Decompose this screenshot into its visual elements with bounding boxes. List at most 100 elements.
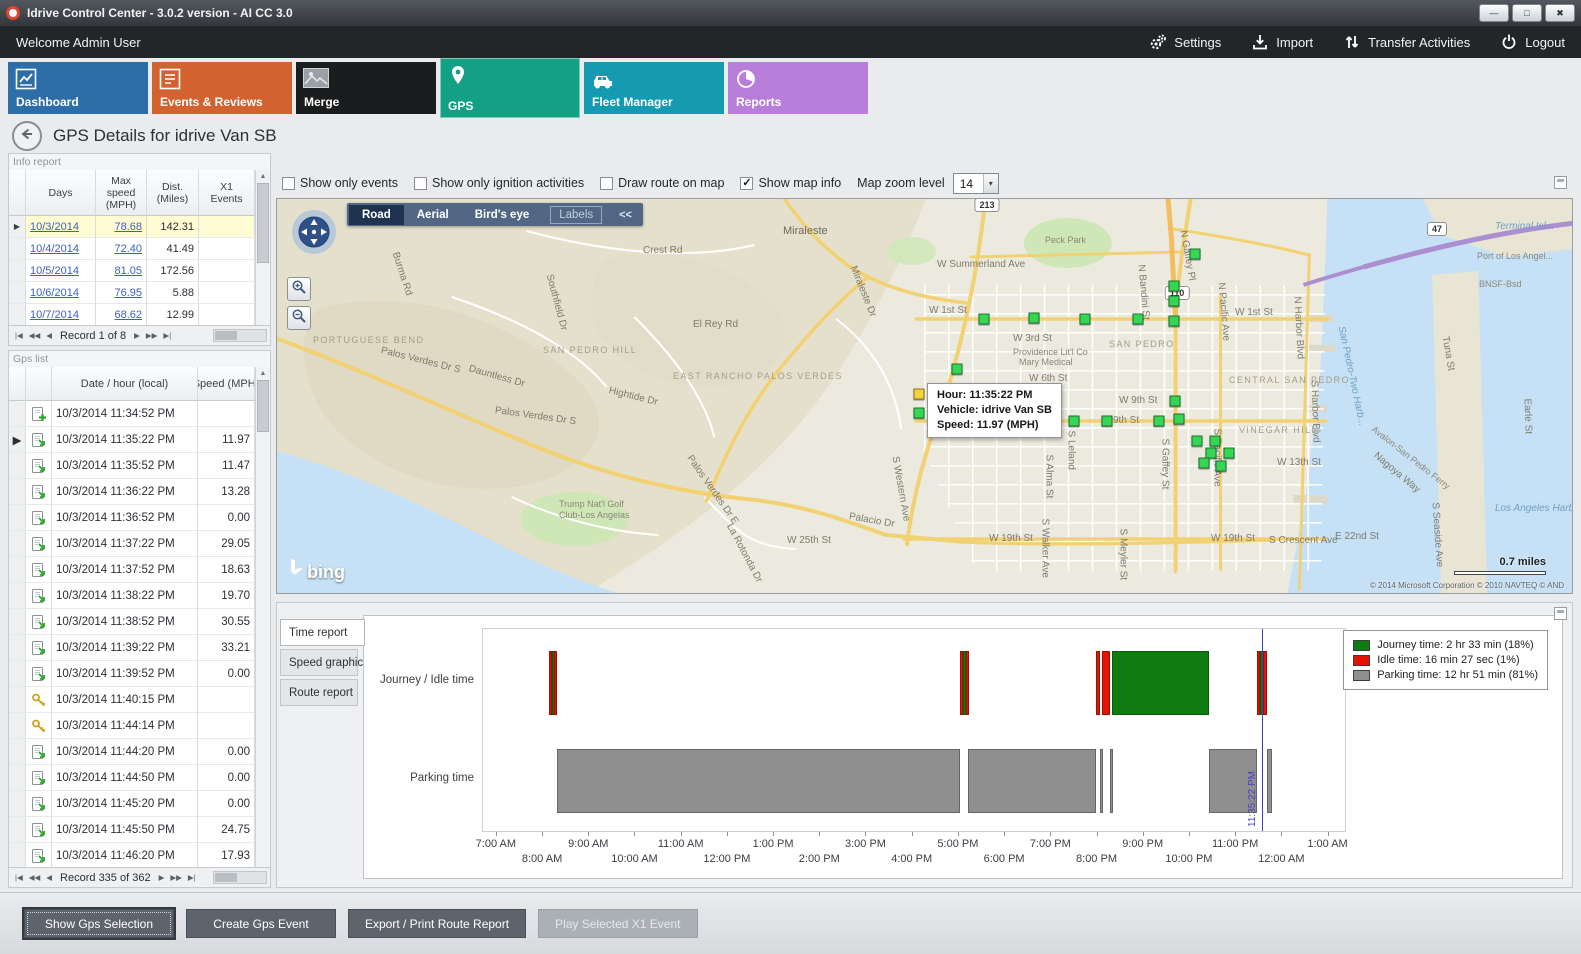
gps-marker[interactable]: [1209, 435, 1221, 447]
menu-item-transfer-activities[interactable]: Transfer Activities: [1343, 33, 1470, 51]
gps-table-row[interactable]: 10/3/2014 11:45:20 PM 0.00: [9, 791, 255, 817]
gps-table-row[interactable]: 10/3/2014 11:44:14 PM: [9, 713, 255, 739]
back-button[interactable]: [12, 121, 42, 151]
gps-marker[interactable]: [1168, 295, 1180, 307]
nav-prev-button[interactable]: ◀: [46, 331, 53, 340]
checkbox-show-only-events[interactable]: Show only events: [282, 176, 398, 190]
play-selected-x1-event-button[interactable]: Play Selected X1 Event: [538, 909, 698, 938]
gps-table-row[interactable]: 10/3/2014 11:46:20 PM 17.93: [9, 843, 255, 867]
tab-events-reviews[interactable]: Events & Reviews: [152, 62, 292, 114]
maximize-button[interactable]: □: [1512, 4, 1542, 22]
map-compass-control[interactable]: [291, 209, 337, 260]
gps-marker[interactable]: [1223, 447, 1235, 459]
gps-table-row[interactable]: 10/3/2014 11:38:22 PM 19.70: [9, 583, 255, 609]
gps-marker[interactable]: [1168, 280, 1180, 292]
map-zoom-out-button[interactable]: [287, 306, 311, 330]
day-link[interactable]: 10/3/2014: [26, 216, 96, 238]
nav-first-button[interactable]: |◀: [15, 873, 23, 882]
map-view-labels-button[interactable]: Labels: [550, 205, 603, 224]
tab-reports[interactable]: Reports: [728, 62, 868, 114]
info-table-row[interactable]: 10/7/2014 68.62 12.99: [9, 304, 255, 325]
column-header-1[interactable]: Max speed (MPH): [96, 170, 147, 216]
gps-marker[interactable]: [1101, 415, 1113, 427]
scrollbar-track[interactable]: [257, 183, 269, 312]
export-print-route-report-button[interactable]: Export / Print Route Report: [348, 909, 527, 938]
scroll-up-icon[interactable]: ▲: [259, 173, 267, 180]
info-table-row[interactable]: 10/4/2014 72.40 41.49: [9, 238, 255, 260]
nav-last-button[interactable]: ▶|: [163, 331, 172, 340]
menu-item-logout[interactable]: Logout: [1500, 33, 1565, 51]
scroll-up-icon[interactable]: ▲: [259, 370, 267, 377]
gps-marker[interactable]: [1068, 415, 1080, 427]
nav-last-button[interactable]: ▶|: [187, 873, 196, 882]
scrollbar-track[interactable]: [257, 380, 269, 854]
column-header-2[interactable]: Dist. (Miles): [147, 170, 199, 216]
gps-table-row[interactable]: 10/3/2014 11:37:52 PM 18.63: [9, 557, 255, 583]
gps-marker[interactable]: [1189, 248, 1201, 260]
create-gps-event-button[interactable]: Create Gps Event: [186, 909, 336, 938]
menu-item-import[interactable]: Import: [1251, 33, 1313, 51]
gps-marker[interactable]: [1215, 460, 1227, 472]
gps-table-row[interactable]: 10/3/2014 11:39:22 PM 33.21: [9, 635, 255, 661]
gps-table-row[interactable]: 10/3/2014 11:40:15 PM: [9, 687, 255, 713]
map-panel-collapse-button[interactable]: [1554, 176, 1567, 189]
gps-table-row[interactable]: 10/3/2014 11:45:50 PM 24.75: [9, 817, 255, 843]
checkbox-draw-route-on-map[interactable]: Draw route on map: [600, 176, 724, 190]
nav-prev-button[interactable]: ◀: [46, 873, 53, 882]
tab-gps[interactable]: GPS: [440, 58, 580, 118]
nav-next-page-button[interactable]: ▶▶: [145, 331, 158, 340]
tab-merge[interactable]: Merge: [296, 62, 436, 114]
gps-table-row[interactable]: 10/3/2014 11:44:20 PM 0.00: [9, 739, 255, 765]
max-speed-link[interactable]: 81.05: [96, 260, 147, 282]
info-table-row[interactable]: 10/5/2014 81.05 172.56: [9, 260, 255, 282]
show-gps-selection-button[interactable]: Show Gps Selection: [24, 909, 174, 938]
map-view-aerial-button[interactable]: Aerial: [416, 208, 449, 221]
info-table-row[interactable]: ▶ 10/3/2014 78.68 142.31: [9, 216, 255, 238]
gps-table-row[interactable]: 10/3/2014 11:36:22 PM 13.28: [9, 479, 255, 505]
chart-plot[interactable]: 11:35:22 PM: [482, 628, 1346, 832]
gps-marker-active[interactable]: [913, 388, 925, 400]
max-speed-link[interactable]: 76.95: [96, 282, 147, 304]
gps-marker[interactable]: [1191, 435, 1203, 447]
map[interactable]: Miraleste Peck Park W Summerland Ave Crest …: [276, 198, 1573, 594]
map-bar-collapse-button[interactable]: <<: [619, 208, 632, 221]
max-speed-link[interactable]: 78.68: [96, 216, 147, 238]
chart-panel-collapse-button[interactable]: [1554, 607, 1567, 620]
max-speed-link[interactable]: 72.40: [96, 238, 147, 260]
gps-table-row[interactable]: 10/3/2014 11:38:52 PM 30.55: [9, 609, 255, 635]
nav-next-button[interactable]: ▶: [158, 873, 165, 882]
gps-table-row[interactable]: 10/3/2014 11:37:22 PM 29.05: [9, 531, 255, 557]
menu-item-settings[interactable]: Settings: [1149, 33, 1221, 51]
scrollbar-thumb[interactable]: [215, 873, 237, 882]
gps-table-row[interactable]: 10/3/2014 11:39:52 PM 0.00: [9, 661, 255, 687]
gps-marker[interactable]: [1169, 395, 1181, 407]
day-link[interactable]: 10/5/2014: [26, 260, 96, 282]
gps-marker[interactable]: [978, 313, 990, 325]
nav-next-button[interactable]: ▶: [134, 331, 140, 340]
gps-table-row[interactable]: 10/3/2014 11:36:52 PM 0.00: [9, 505, 255, 531]
scrollbar-thumb[interactable]: [257, 183, 269, 263]
info-table-row[interactable]: 10/6/2014 76.95 5.88: [9, 282, 255, 304]
icon-column-header[interactable]: [26, 367, 52, 401]
nav-prev-page-button[interactable]: ◀◀: [28, 873, 41, 882]
tab-time-report[interactable]: Time report: [280, 619, 365, 646]
scrollbar-thumb[interactable]: [215, 331, 237, 340]
map-view-bird-s-eye-button[interactable]: Bird's eye: [474, 208, 530, 221]
tab-route-report[interactable]: Route report: [280, 679, 358, 706]
vertical-scrollbar[interactable]: ▲: [255, 367, 270, 867]
gps-marker[interactable]: [1205, 447, 1217, 459]
checkbox-show-map-info[interactable]: ✓ Show map info: [740, 176, 841, 190]
nav-first-button[interactable]: |◀: [15, 331, 23, 340]
gps-table-row[interactable]: ▶ 10/3/2014 11:35:22 PM 11.97: [9, 427, 255, 453]
gps-marker[interactable]: [951, 363, 963, 375]
tab-fleet-manager[interactable]: Fleet Manager: [584, 62, 724, 114]
close-button[interactable]: ✖: [1545, 4, 1575, 22]
gps-table-row[interactable]: 10/3/2014 11:34:52 PM: [9, 401, 255, 427]
gps-marker[interactable]: [1168, 315, 1180, 327]
checkbox-show-only-ignition-activities[interactable]: Show only ignition activities: [413, 176, 584, 190]
column-header-3[interactable]: X1 Events: [199, 170, 255, 216]
max-speed-link[interactable]: 68.62: [96, 304, 147, 325]
column-header-0[interactable]: Days: [26, 170, 96, 216]
tab-speed-graphic[interactable]: Speed graphic: [280, 649, 363, 676]
nav-next-page-button[interactable]: ▶▶: [170, 873, 182, 882]
